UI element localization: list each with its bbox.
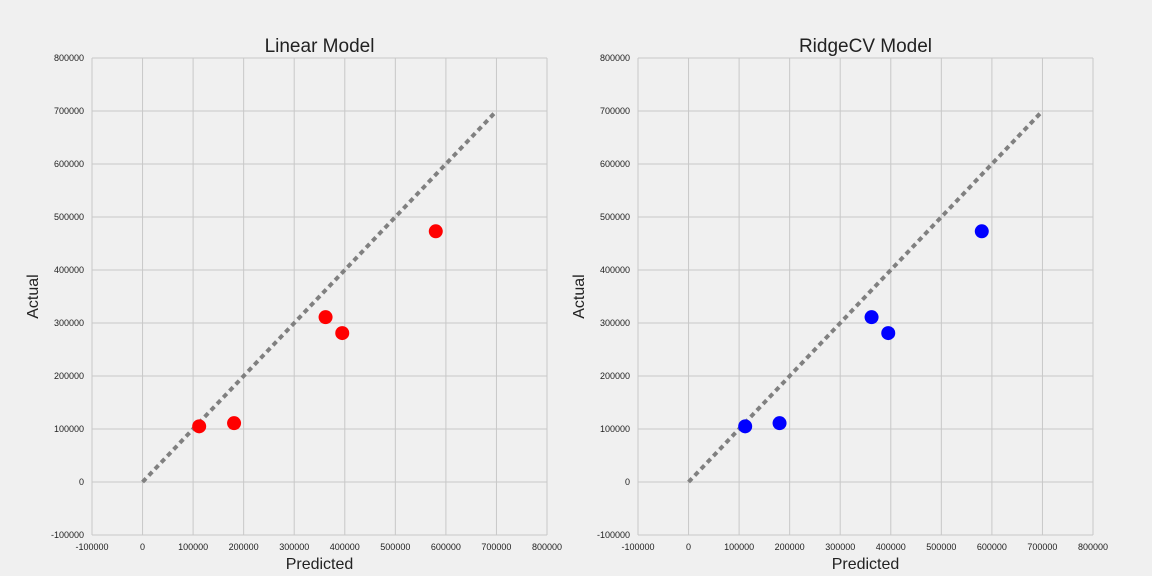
y-tick-label: 100000 [600,424,630,434]
y-tick-label: 0 [625,477,630,487]
data-point [428,224,443,239]
x-tick-label: -100000 [621,542,654,552]
data-point [864,310,879,325]
x-axis-label: Predicted [286,556,354,573]
x-tick-label: 100000 [724,542,754,552]
data-point [335,326,350,341]
x-tick-label: 500000 [380,542,410,552]
chart-ridgecv: -100000 0 100000 200000 300000 400000 500000 60… [571,36,1108,573]
y-tick-label: 100000 [54,424,84,434]
y-tick-label: 800000 [54,53,84,63]
chart-linear: -100000 0 100000 200000 300000 400000 500000 60… [25,36,562,573]
y-tick-label: -100000 [51,530,84,540]
data-point [772,416,787,431]
x-tick-label: 200000 [775,542,805,552]
y-tick-label: 200000 [54,371,84,381]
data-point [227,416,242,431]
data-point [974,224,989,239]
x-tick-label: 500000 [926,542,956,552]
x-tick-label: 100000 [178,542,208,552]
x-axis-label: Predicted [832,556,900,573]
x-tick-label: 300000 [825,542,855,552]
x-tick-label: 300000 [279,542,309,552]
data-point [192,419,207,434]
x-tick-label: 400000 [876,542,906,552]
y-tick-label: 500000 [600,212,630,222]
y-tick-label: 400000 [600,265,630,275]
x-tick-label: 800000 [1078,542,1108,552]
data-point [738,419,753,434]
y-tick-label: 300000 [600,318,630,328]
chart-title: Linear Model [265,36,375,57]
y-tick-label: 600000 [600,159,630,169]
y-tick-label: 400000 [54,265,84,275]
x-tick-label: 200000 [229,542,259,552]
y-tick-label: 200000 [600,371,630,381]
x-tick-label: 400000 [330,542,360,552]
chart-title: RidgeCV Model [799,36,932,57]
y-tick-label: 700000 [54,106,84,116]
y-tick-label: 500000 [54,212,84,222]
y-tick-label: -100000 [597,530,630,540]
y-tick-label: 700000 [600,106,630,116]
y-axis-label: Actual [25,274,42,318]
x-tick-label: 0 [140,542,145,552]
y-tick-label: 600000 [54,159,84,169]
y-axis-label: Actual [571,274,588,318]
x-tick-label: 700000 [1027,542,1057,552]
x-tick-label: 0 [686,542,691,552]
x-tick-label: -100000 [75,542,108,552]
y-tick-label: 0 [79,477,84,487]
data-point [318,310,333,325]
x-tick-label: 800000 [532,542,562,552]
y-tick-label: 800000 [600,53,630,63]
x-tick-label: 700000 [481,542,511,552]
x-tick-label: 600000 [431,542,461,552]
data-point [881,326,896,341]
x-tick-label: 600000 [977,542,1007,552]
y-tick-label: 300000 [54,318,84,328]
